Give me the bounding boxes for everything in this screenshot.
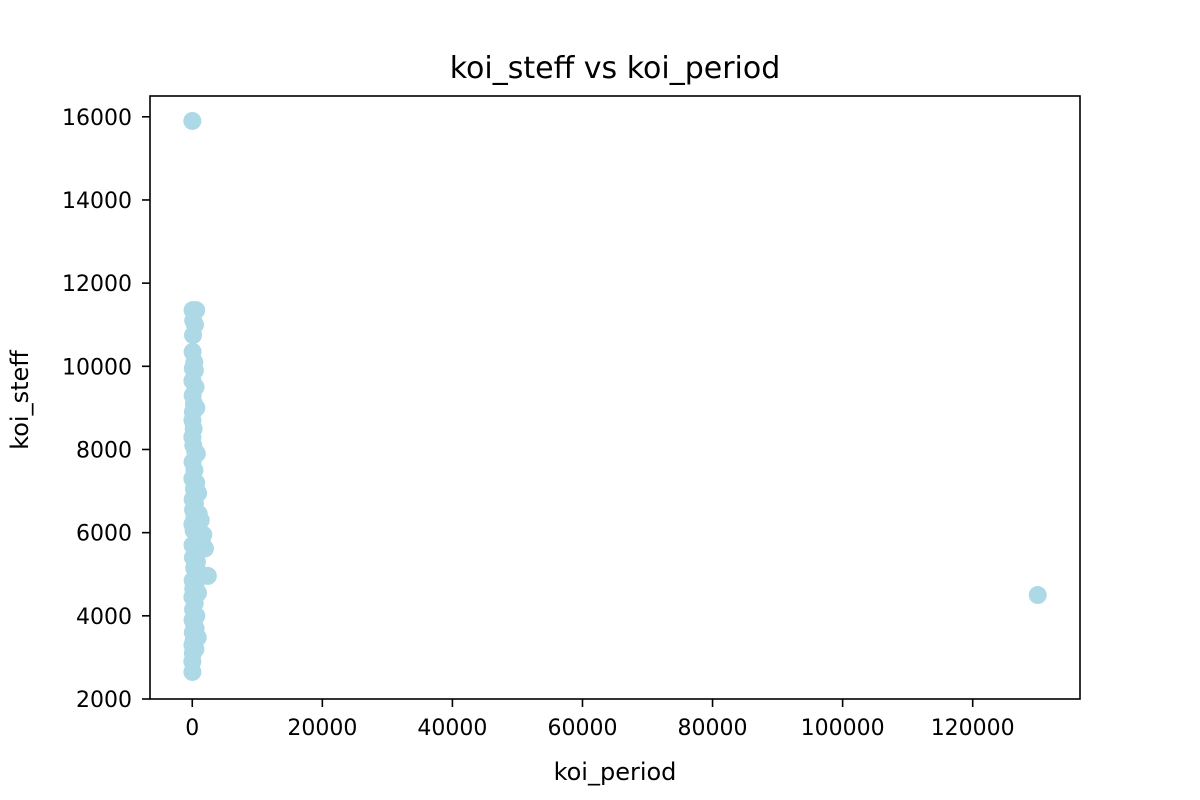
x-tick-label: 40000 [417,716,487,741]
y-tick-label: 16000 [62,106,132,131]
x-axis-ticks: 0 20000 40000 60000 80000 100000 120000 [185,699,1015,741]
data-point [183,662,202,681]
y-tick-label: 14000 [62,189,132,214]
plot-frame [149,95,1081,700]
data-point [1028,586,1047,605]
x-tick-label: 0 [185,716,199,741]
x-tick-label: 100000 [801,716,885,741]
y-tick-label: 8000 [76,438,132,463]
chart-title: koi_steff vs koi_period [450,51,781,86]
x-tick-label: 60000 [547,716,617,741]
y-tick-label: 2000 [76,688,132,713]
x-tick-label: 80000 [678,716,748,741]
y-axis-ticks: 2000 4000 6000 8000 10000 12000 14000 16000 [62,106,150,713]
points-layer [183,111,1047,681]
y-tick-label: 6000 [76,522,132,547]
x-tick-label: 20000 [287,716,357,741]
x-axis-label: koi_period [554,758,677,786]
y-tick-label: 4000 [76,605,132,630]
y-tick-label: 10000 [62,355,132,380]
data-point [183,111,202,130]
y-axis-label: koi_steff [6,350,34,450]
data-point [184,326,203,345]
y-tick-label: 12000 [62,272,132,297]
x-tick-label: 120000 [931,716,1015,741]
